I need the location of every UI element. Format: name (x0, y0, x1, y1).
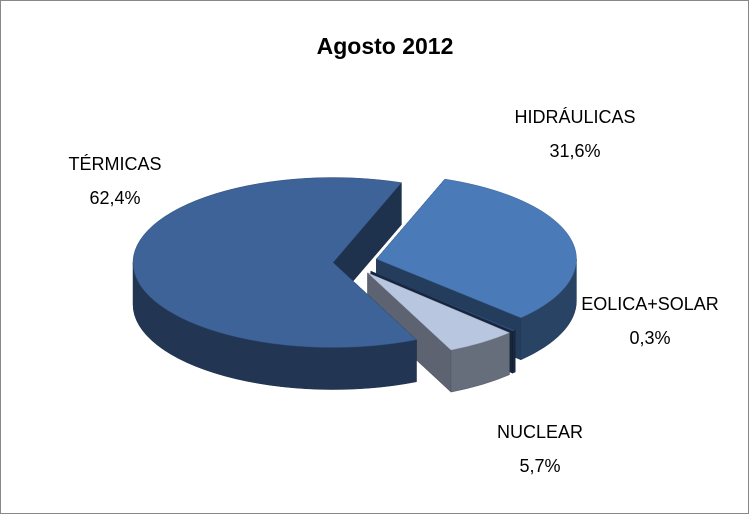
chart-title: Agosto 2012 (317, 33, 454, 59)
slice-value-label: 5,7% (519, 456, 560, 476)
slice-label: TÉRMICAS (68, 154, 161, 174)
slice-label: HIDRÁULICAS (514, 107, 635, 127)
layer (132, 177, 577, 351)
slice-value-label: 31,6% (549, 141, 600, 161)
slice (376, 178, 577, 319)
slice-value-label: 62,4% (89, 188, 140, 208)
slice (132, 177, 417, 348)
slice (370, 270, 516, 332)
slice-wall (512, 329, 516, 374)
slice-label: EOLICA+SOLAR (581, 294, 719, 314)
layer (132, 259, 577, 393)
slice-value-label: 0,3% (629, 328, 670, 348)
slice (367, 272, 511, 351)
slice-label: NUCLEAR (497, 422, 583, 442)
